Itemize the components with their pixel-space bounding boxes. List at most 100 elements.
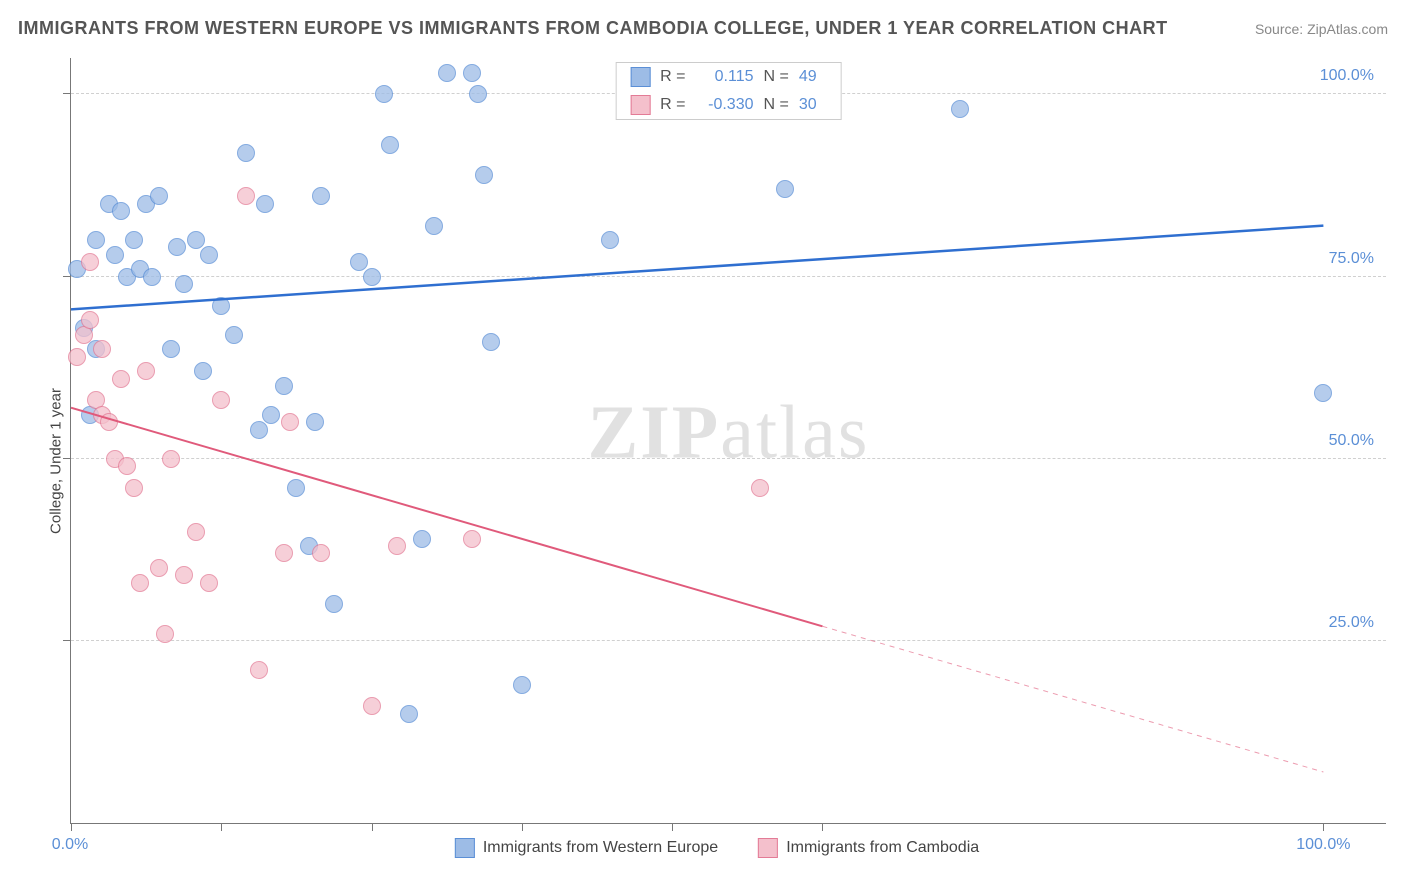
data-point xyxy=(375,85,393,103)
data-point xyxy=(463,64,481,82)
legend-n-label: N = xyxy=(764,96,789,114)
legend-r-label: R = xyxy=(660,96,685,114)
data-point xyxy=(100,413,118,431)
data-point xyxy=(175,566,193,584)
x-tick xyxy=(822,823,823,831)
correlation-legend: R =0.115N =49R =-0.330N =30 xyxy=(615,62,842,120)
data-point xyxy=(469,85,487,103)
series-legend-label: Immigrants from Cambodia xyxy=(786,839,979,857)
legend-row: R =0.115N =49 xyxy=(616,63,841,91)
data-point xyxy=(150,187,168,205)
data-point xyxy=(150,559,168,577)
data-point xyxy=(162,450,180,468)
series-legend-item: Immigrants from Western Europe xyxy=(455,838,718,858)
data-point xyxy=(425,217,443,235)
data-point xyxy=(156,625,174,643)
y-tick-label: 25.0% xyxy=(1329,614,1374,632)
legend-n-label: N = xyxy=(764,68,789,86)
data-point xyxy=(475,166,493,184)
legend-swatch xyxy=(758,838,778,858)
x-tick xyxy=(1323,823,1324,831)
data-point xyxy=(106,246,124,264)
regression-lines xyxy=(71,58,1386,823)
gridline xyxy=(71,276,1386,277)
data-point xyxy=(68,348,86,366)
gridline xyxy=(71,458,1386,459)
data-point xyxy=(200,574,218,592)
data-point xyxy=(200,246,218,264)
data-point xyxy=(513,676,531,694)
data-point xyxy=(168,238,186,256)
data-point xyxy=(281,413,299,431)
legend-swatch xyxy=(630,95,650,115)
source-label: Source: ZipAtlas.com xyxy=(1255,21,1388,37)
data-point xyxy=(776,180,794,198)
regression-line xyxy=(71,226,1323,310)
data-point xyxy=(312,544,330,562)
data-point xyxy=(212,391,230,409)
data-point xyxy=(250,661,268,679)
legend-n-value: 30 xyxy=(799,96,827,114)
data-point xyxy=(388,537,406,555)
data-point xyxy=(413,530,431,548)
x-tick xyxy=(71,823,72,831)
data-point xyxy=(112,370,130,388)
data-point xyxy=(118,457,136,475)
data-point xyxy=(325,595,343,613)
legend-swatch xyxy=(630,67,650,87)
data-point xyxy=(162,340,180,358)
data-point xyxy=(125,231,143,249)
data-point xyxy=(400,705,418,723)
data-point xyxy=(463,530,481,548)
series-legend: Immigrants from Western Europe Immigrants… xyxy=(455,838,979,858)
data-point xyxy=(306,413,324,431)
x-tick-label: 0.0% xyxy=(52,836,88,854)
data-point xyxy=(275,544,293,562)
data-point xyxy=(262,406,280,424)
y-tick-label: 50.0% xyxy=(1329,432,1374,450)
x-tick xyxy=(522,823,523,831)
data-point xyxy=(751,479,769,497)
data-point xyxy=(137,362,155,380)
legend-r-value: -0.330 xyxy=(696,96,754,114)
regression-line-extrapolated xyxy=(822,626,1323,772)
gridline xyxy=(71,640,1386,641)
data-point xyxy=(438,64,456,82)
data-point xyxy=(275,377,293,395)
data-point xyxy=(143,268,161,286)
data-point xyxy=(87,231,105,249)
data-point xyxy=(1314,384,1332,402)
data-point xyxy=(187,523,205,541)
data-point xyxy=(125,479,143,497)
watermark: ZIPatlas xyxy=(588,389,870,476)
data-point xyxy=(363,697,381,715)
data-point xyxy=(237,187,255,205)
series-legend-label: Immigrants from Western Europe xyxy=(483,839,718,857)
data-point xyxy=(194,362,212,380)
y-axis-label: College, Under 1 year xyxy=(48,388,65,534)
data-point xyxy=(250,421,268,439)
data-point xyxy=(225,326,243,344)
data-point xyxy=(287,479,305,497)
data-point xyxy=(81,311,99,329)
x-tick xyxy=(221,823,222,831)
y-tick-label: 75.0% xyxy=(1329,250,1374,268)
data-point xyxy=(601,231,619,249)
data-point xyxy=(363,268,381,286)
legend-r-value: 0.115 xyxy=(696,68,754,86)
data-point xyxy=(212,297,230,315)
data-point xyxy=(256,195,274,213)
data-point xyxy=(93,340,111,358)
plot-wrap: College, Under 1 year ZIPatlas R = 0.115 N… xyxy=(48,58,1386,864)
data-point xyxy=(312,187,330,205)
legend-swatch xyxy=(455,838,475,858)
data-point xyxy=(175,275,193,293)
title-bar: IMMIGRANTS FROM WESTERN EUROPE VS IMMIGR… xyxy=(18,18,1388,39)
y-tick-label: 100.0% xyxy=(1320,67,1374,85)
data-point xyxy=(237,144,255,162)
data-point xyxy=(112,202,130,220)
x-tick xyxy=(672,823,673,831)
series-legend-item: Immigrants from Cambodia xyxy=(758,838,979,858)
scatter-plot: ZIPatlas R =0.115N =49R =-0.330N =30 25.… xyxy=(70,58,1386,824)
legend-r-label: R = xyxy=(660,68,685,86)
